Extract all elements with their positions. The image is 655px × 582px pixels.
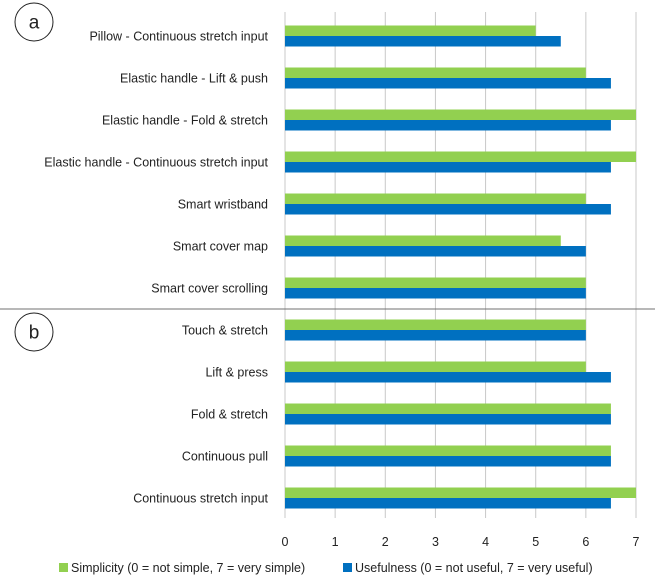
category-label: Continuous pull [182, 450, 268, 464]
category-label: Fold & stretch [191, 408, 268, 422]
category-labels: Pillow - Continuous stretch input Elastic… [44, 30, 268, 506]
x-tick-label: 0 [282, 535, 289, 549]
bars [285, 25, 636, 509]
simplicity-bar [285, 25, 536, 36]
simplicity-bar [285, 487, 636, 498]
category-label: Elastic handle - Fold & stretch [102, 114, 268, 128]
category-label: Lift & press [205, 366, 268, 380]
simplicity-bar [285, 193, 586, 204]
category-label: Smart cover map [173, 240, 268, 254]
x-tick-label: 4 [482, 535, 489, 549]
panel-markers: ab [0, 2, 655, 352]
x-tick-label: 1 [332, 535, 339, 549]
usefulness-bar [285, 78, 611, 89]
x-tick-label: 3 [432, 535, 439, 549]
usefulness-bar [285, 36, 561, 47]
legend-swatch-simplicity [59, 563, 68, 572]
simplicity-bar [285, 67, 586, 78]
x-axis-tick-labels: 0 1 2 3 4 5 6 7 [282, 535, 640, 549]
usefulness-bar [285, 372, 611, 383]
x-tick-label: 2 [382, 535, 389, 549]
usefulness-bar [285, 498, 611, 509]
grid-lines [284, 12, 637, 518]
x-tick-label: 6 [582, 535, 589, 549]
category-label: Elastic handle - Lift & push [120, 72, 268, 86]
panel-label-circle [14, 2, 54, 42]
legend-swatch-usefulness [343, 563, 352, 572]
legend-label-usefulness: Usefulness (0 = not useful, 7 = very use… [355, 561, 593, 575]
legend-label-simplicity: Simplicity (0 = not simple, 7 = very sim… [71, 561, 305, 575]
category-label: Pillow - Continuous stretch input [89, 30, 268, 44]
x-tick-label: 5 [532, 535, 539, 549]
usefulness-bar [285, 120, 611, 131]
category-label: Smart wristband [178, 198, 268, 212]
category-label: Smart cover scrolling [151, 282, 268, 296]
usefulness-bar [285, 414, 611, 425]
x-tick-label: 7 [633, 535, 640, 549]
panel-label: a [29, 13, 40, 34]
panel-label: b [29, 323, 40, 344]
simplicity-bar [285, 361, 586, 372]
usefulness-bar [285, 456, 611, 467]
simplicity-bar [285, 109, 636, 120]
simplicity-bar [285, 319, 586, 330]
category-label: Touch & stretch [182, 324, 268, 338]
simplicity-bar [285, 235, 561, 246]
usefulness-bar [285, 204, 611, 215]
panel-label-circle [14, 312, 54, 352]
simplicity-bar [285, 151, 636, 162]
usefulness-bar [285, 288, 586, 299]
category-label: Elastic handle - Continuous stretch inpu… [44, 156, 268, 170]
simplicity-bar [285, 445, 611, 456]
category-label: Continuous stretch input [133, 492, 268, 506]
usefulness-bar [285, 162, 611, 173]
simplicity-bar [285, 277, 586, 288]
legend: Simplicity (0 = not simple, 7 = very sim… [59, 561, 593, 575]
simplicity-bar [285, 403, 611, 414]
usefulness-bar [285, 330, 586, 341]
usefulness-bar [285, 246, 586, 257]
